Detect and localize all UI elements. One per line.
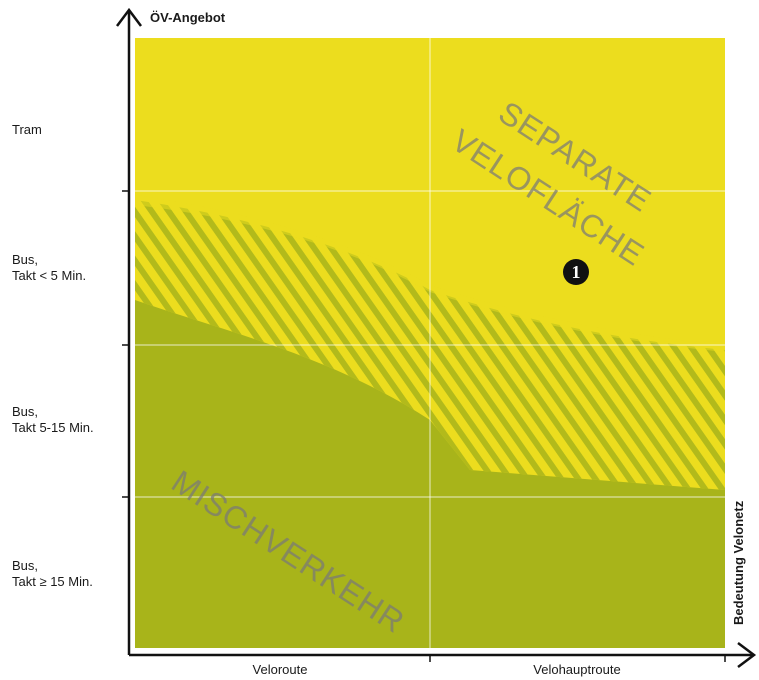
hatch-fade-top [135,195,725,352]
row-label-line: Bus, [12,252,39,267]
row-label-line: Takt 5-15 Min. [12,420,94,435]
row-label-bus-ge15: Bus, Takt ≥ 15 Min. [12,558,93,590]
row-label-line: Bus, [12,558,39,573]
row-label-tram: Tram [12,122,42,138]
row-label-line: Tram [12,122,42,137]
row-label-bus-5-15: Bus, Takt 5-15 Min. [12,404,94,436]
x-axis-arrowhead [737,642,757,668]
column-label-velohauptroute: Velohauptroute [533,662,621,677]
y-axis-arrowhead [116,7,142,27]
column-label-veloroute: Veloroute [252,662,308,677]
y-axis-title: ÖV-Angebot [150,10,226,25]
marker-badge: 1 [563,259,589,285]
x-axis-title: Bedeutung Velonetz [731,500,746,625]
row-label-bus-lt5: Bus, Takt < 5 Min. [12,252,86,284]
row-label-line: Bus, [12,404,39,419]
row-label-line: Takt ≥ 15 Min. [12,574,93,589]
row-label-line: Takt < 5 Min. [12,268,87,283]
hatch-transition-left [135,200,430,420]
hatch-transition-right [430,290,725,490]
